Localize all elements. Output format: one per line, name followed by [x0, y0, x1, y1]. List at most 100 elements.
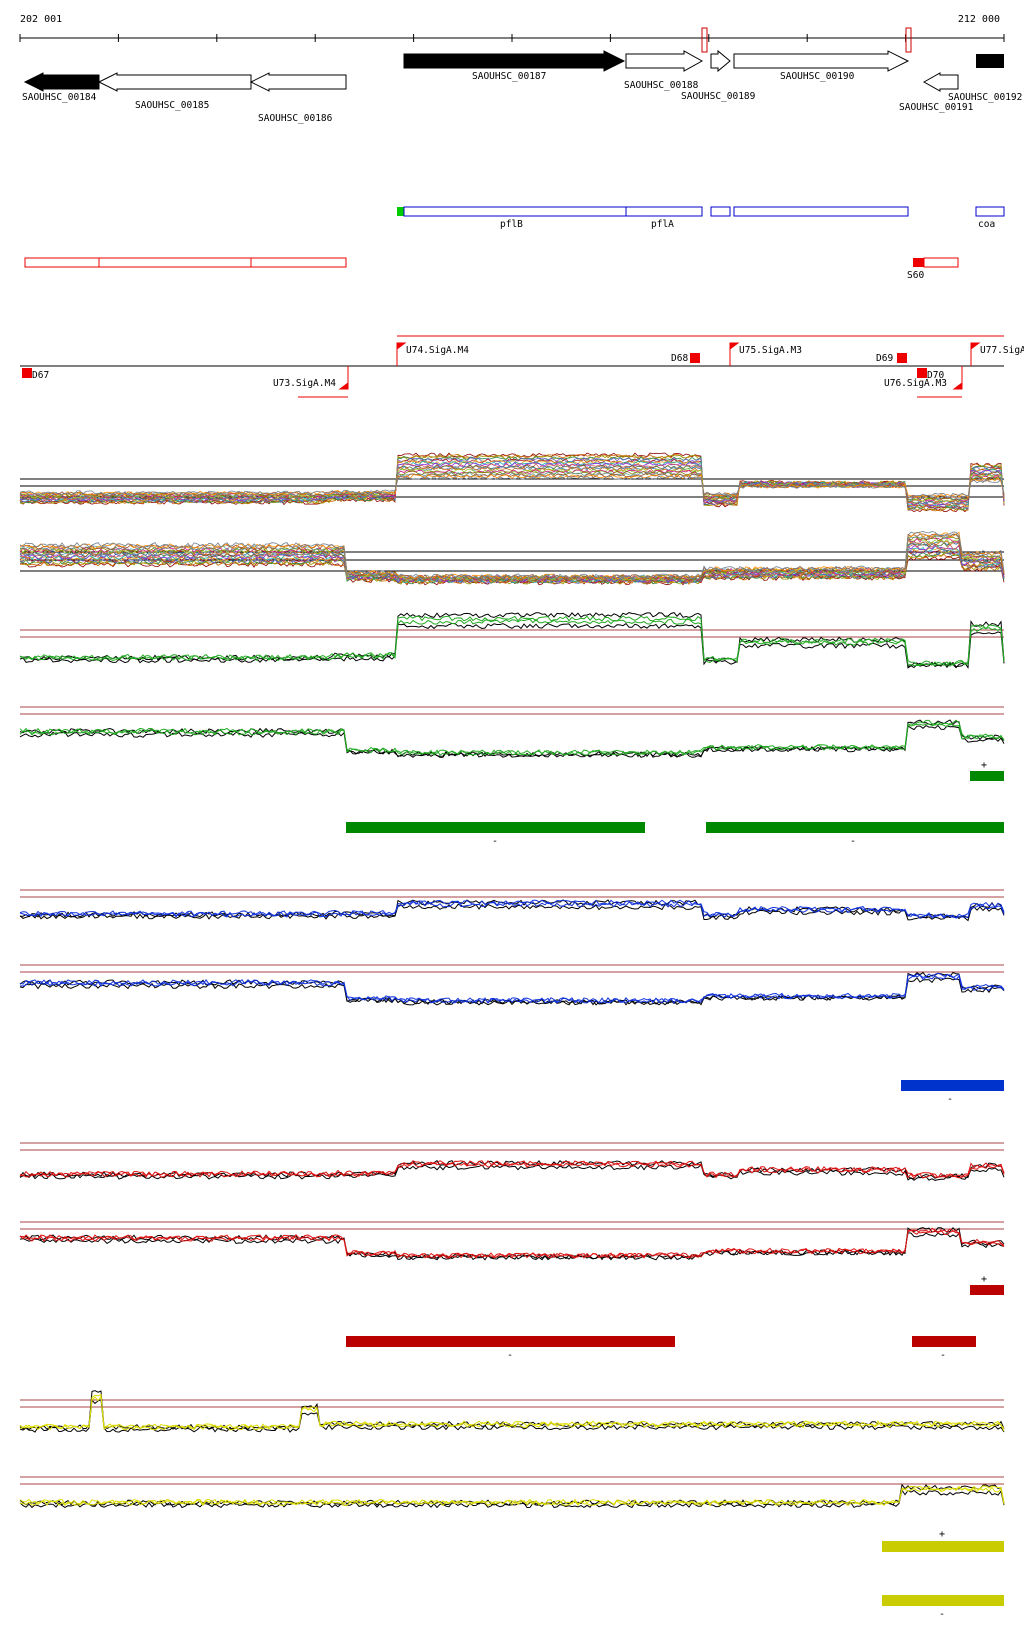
gene-label-00184: SAOUHSC_00184 — [22, 92, 97, 103]
red-plus-sign: + — [981, 1274, 987, 1285]
yellow-plus-segment[interactable] — [882, 1541, 1004, 1552]
promoter-U73[interactable]: U73.SigA.M4 — [273, 378, 336, 389]
red-condition-plus-track — [19, 1142, 1005, 1181]
expression-trace — [19, 719, 1005, 758]
expression-track-all-minus — [19, 530, 1005, 586]
green-minus-sign-2: - — [850, 836, 856, 847]
expression-trace — [19, 615, 1005, 667]
promoter-U74[interactable]: U74.SigA.M4 — [406, 345, 469, 356]
expression-trace — [19, 722, 1005, 756]
red-condition-minus-track — [19, 1221, 1005, 1261]
red-plus-segment[interactable] — [970, 1285, 1004, 1295]
start-marker-green — [397, 207, 404, 216]
expression-trace — [19, 1395, 1005, 1432]
green-plus-segment[interactable] — [970, 771, 1004, 781]
expression-trace — [19, 546, 1005, 583]
yellow-plus-sign: + — [939, 1529, 945, 1540]
gene-box-pflA[interactable] — [625, 206, 703, 217]
operon-track: S60 — [24, 257, 959, 281]
expression-trace — [19, 530, 1005, 580]
terminator-D69[interactable]: D69 — [876, 353, 893, 364]
expression-trace — [19, 1164, 1005, 1181]
expression-trace — [19, 535, 1005, 581]
terminator-D68[interactable]: D68 — [671, 353, 688, 364]
terminator-D67[interactable]: D67 — [32, 370, 49, 381]
gene-label-00190: SAOUHSC_00190 — [780, 71, 855, 82]
expression-trace — [20, 899, 1005, 919]
gene-label-00186: SAOUHSC_00186 — [258, 113, 333, 124]
expression-trace — [20, 473, 1005, 499]
gene-box-pflB[interactable] — [403, 206, 627, 217]
yellow-condition-minus-track — [19, 1476, 1005, 1509]
promoter-U77[interactable]: U77.SigA — [980, 345, 1024, 356]
green-minus-segment-1[interactable] — [346, 822, 645, 833]
expression-trace — [19, 971, 1005, 1006]
gene-label-00192: SAOUHSC_00192 — [948, 92, 1022, 103]
green-minus-segment-2[interactable] — [706, 822, 1004, 833]
gene-arrow-00187[interactable] — [403, 50, 626, 72]
gene-name-track: pflB pflA coa — [397, 206, 1005, 230]
promoter-terminator-track: U74.SigA.M4 D68 U75.SigA.M3 D69 U77.SigA… — [20, 335, 1024, 398]
segment-marker-fill — [913, 258, 924, 267]
expression-trace — [19, 901, 1005, 919]
red-minus-sign-1: - — [507, 1350, 513, 1361]
gene-track: SAOUHSC_00184 SAOUHSC_00185 SAOUHSC_0018… — [22, 27, 1022, 124]
promoter-U75[interactable]: U75.SigA.M3 — [739, 345, 802, 356]
expression-trace — [19, 1161, 1005, 1180]
gene-label-00191: SAOUHSC_00191 — [899, 102, 974, 113]
red-minus-sign-2: - — [940, 1350, 946, 1361]
expression-track-all-plus — [19, 452, 1005, 513]
expression-trace — [19, 475, 1005, 498]
green-segments: + - - — [346, 760, 1004, 847]
green-minus-sign-1: - — [492, 836, 498, 847]
green-condition-plus-track — [19, 612, 1005, 670]
yellow-condition-plus-track — [19, 1390, 1005, 1433]
expression-trace — [19, 1229, 1005, 1259]
red-minus-segment-2[interactable] — [912, 1336, 976, 1347]
gene-arrow-00192[interactable] — [976, 54, 1004, 68]
terminator-D70[interactable]: D70 — [927, 370, 944, 381]
promoter-U76[interactable]: U76.SigA.M3 — [884, 378, 947, 389]
gene-arrow-00190[interactable] — [733, 50, 910, 72]
expression-trace — [19, 1227, 1005, 1259]
ruler-start-label: 202 001 — [20, 14, 62, 25]
gene-arrow-00185[interactable] — [97, 72, 252, 92]
expression-trace — [19, 719, 1005, 756]
green-plus-sign: + — [981, 760, 987, 771]
gene-arrow-00191[interactable] — [922, 72, 959, 92]
gene-arrow-00186[interactable] — [249, 72, 347, 92]
blue-condition-minus-track — [19, 964, 1005, 1006]
gene-arrow-00189[interactable] — [710, 49, 731, 73]
gene-arrow-00188[interactable] — [625, 50, 704, 72]
gene-arrow-00184[interactable] — [23, 72, 100, 92]
gene-name-pflA: pflA — [651, 219, 674, 230]
expression-trace — [19, 974, 1005, 1004]
red-minus-segment-1[interactable] — [346, 1336, 675, 1347]
yellow-minus-segment[interactable] — [882, 1595, 1004, 1606]
expression-trace — [19, 1486, 1005, 1507]
gene-label-00189: SAOUHSC_00189 — [681, 91, 756, 102]
blue-condition-plus-track — [19, 889, 1005, 922]
expression-trace — [19, 903, 1005, 922]
blue-segments: - — [901, 1080, 1004, 1105]
yellow-segments: + - — [882, 1529, 1004, 1620]
blue-minus-segment[interactable] — [901, 1080, 1004, 1091]
gene-label-00188: SAOUHSC_00188 — [624, 80, 699, 91]
gene-name-coa: coa — [978, 219, 995, 230]
gene-box-coa[interactable] — [975, 206, 1005, 217]
gene-box-small[interactable] — [710, 206, 731, 217]
ruler-end-label: 212 000 — [958, 14, 1000, 25]
red-segments: + - - — [346, 1274, 1004, 1361]
blue-minus-sign: - — [947, 1094, 953, 1105]
gene-name-pflB: pflB — [500, 219, 523, 230]
coordinate-ruler: 202 001 212 000 — [19, 14, 1005, 42]
gene-label-00185: SAOUHSC_00185 — [135, 100, 209, 111]
yellow-minus-sign: - — [939, 1609, 945, 1620]
expression-trace — [19, 1232, 1005, 1261]
expression-trace — [19, 1160, 1005, 1179]
green-condition-minus-track — [19, 706, 1005, 758]
segment-marker-label: S60 — [907, 270, 924, 281]
gene-box-00190[interactable] — [733, 206, 909, 217]
expression-trace — [19, 1398, 1005, 1433]
